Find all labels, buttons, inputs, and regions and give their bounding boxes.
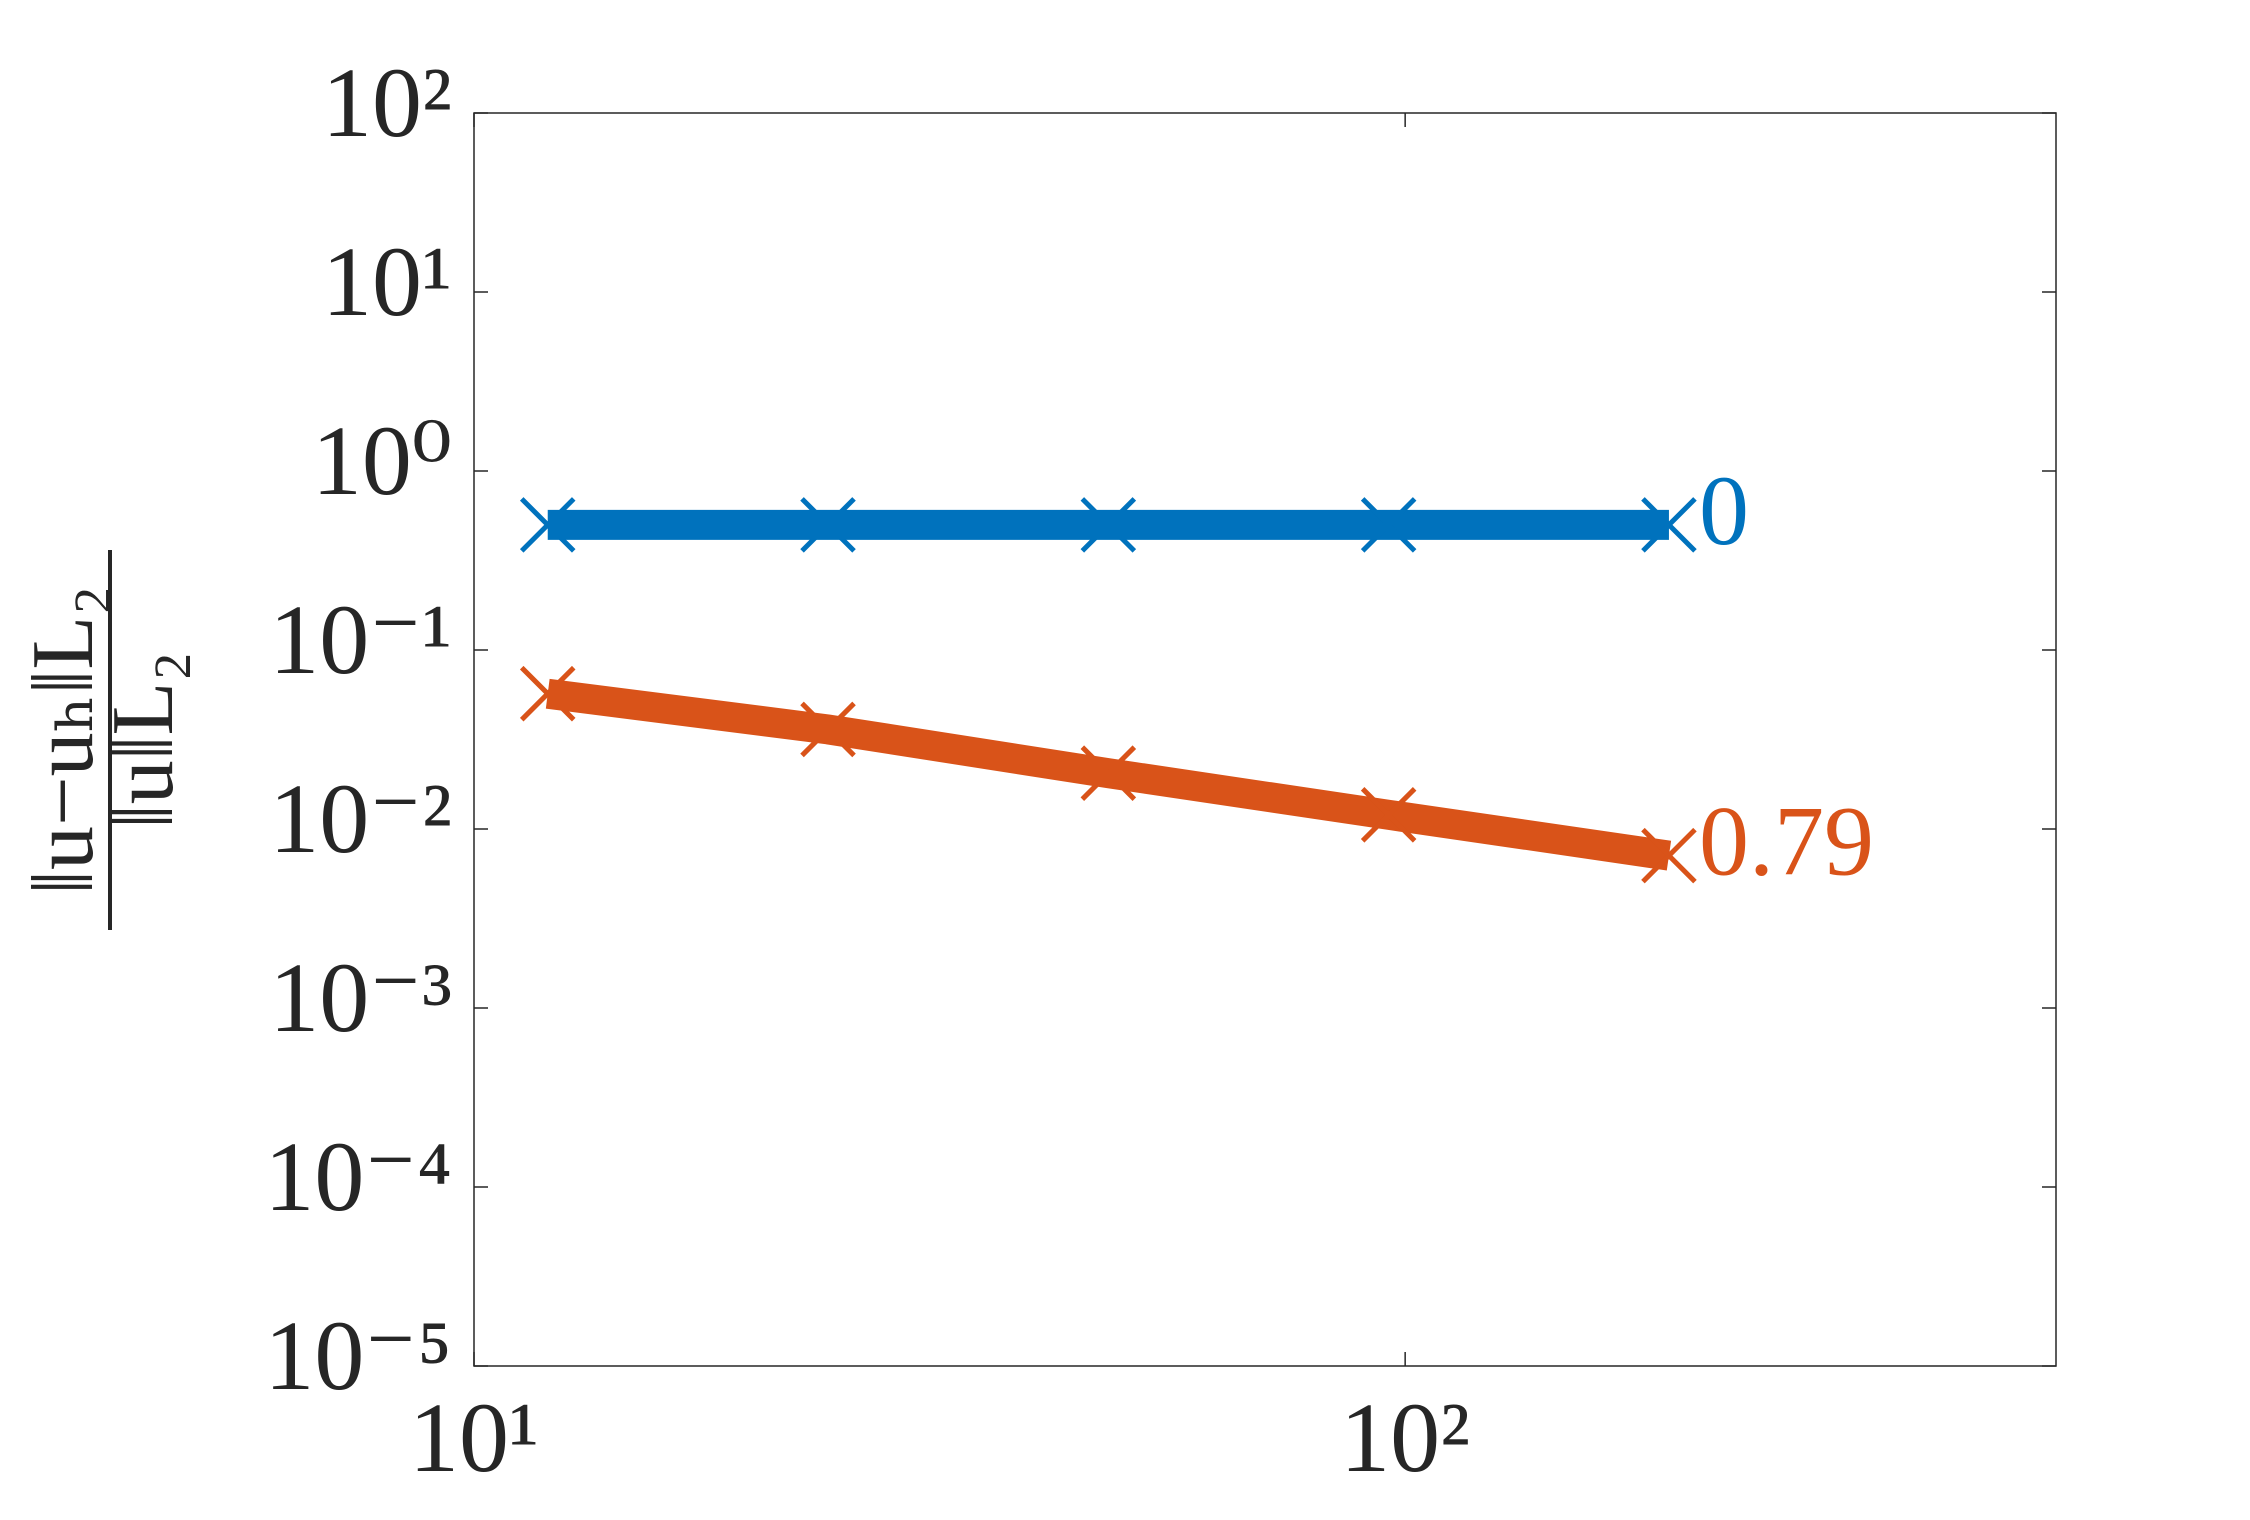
x-tick-label: 10¹ bbox=[409, 1382, 539, 1493]
marker bbox=[519, 665, 576, 722]
y-tick-label: 10⁻³ bbox=[269, 942, 452, 1053]
y-label-denominator: ‖u‖L₂ bbox=[95, 651, 192, 829]
y-tick-label: 10¹ bbox=[322, 226, 452, 337]
marker bbox=[519, 497, 576, 553]
annotation: 0.79 bbox=[1699, 786, 1874, 897]
y-tick-label: 10⁻⁴ bbox=[264, 1121, 452, 1232]
y-axis-label: ‖u−uₕ‖L₂ ‖u‖L₂ bbox=[15, 550, 192, 930]
y-label-numerator: ‖u−uₕ‖L₂ bbox=[15, 585, 112, 895]
y-tick-label: 10⁻¹ bbox=[269, 584, 452, 695]
y-tick-label: 10² bbox=[322, 47, 452, 158]
x-tick-label: 10² bbox=[1340, 1382, 1470, 1493]
y-tick-label: 10⁰ bbox=[312, 405, 452, 516]
marker bbox=[1080, 745, 1137, 801]
marker bbox=[1080, 497, 1137, 553]
marker bbox=[1641, 827, 1697, 884]
marker bbox=[800, 701, 856, 758]
y-tick-label: 10⁻² bbox=[269, 763, 452, 874]
annotation: 0 bbox=[1699, 455, 1749, 566]
marker bbox=[1641, 497, 1697, 553]
y-tick-label: 10⁻⁵ bbox=[264, 1300, 452, 1411]
marker bbox=[1360, 787, 1417, 843]
plot-area bbox=[473, 112, 2057, 1367]
marker bbox=[1360, 497, 1417, 553]
marker bbox=[800, 497, 856, 553]
